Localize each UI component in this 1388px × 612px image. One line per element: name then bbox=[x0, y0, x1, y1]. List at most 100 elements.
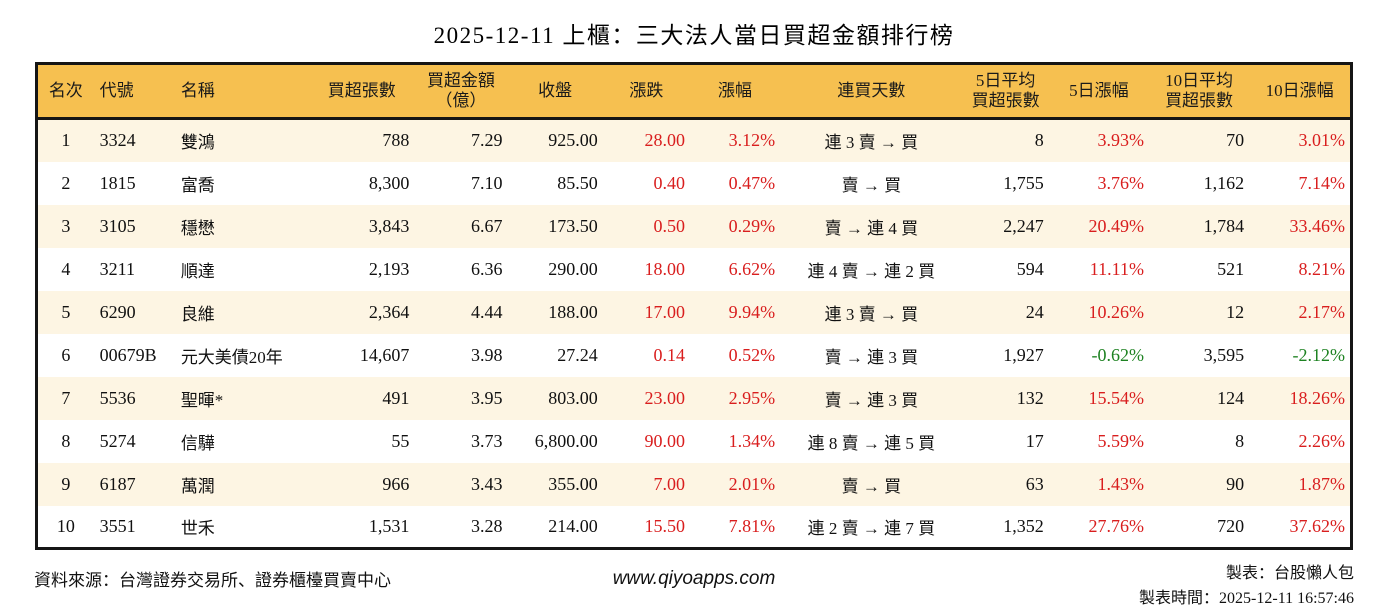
cell-shares: 788 bbox=[382, 130, 410, 151]
cell-pct10: 2.26% bbox=[1298, 430, 1346, 451]
table-row: 7 5536 聖暉* 491 3.95 803.00 23.00 2.95% 賣… bbox=[36, 376, 1352, 420]
cell-amount: 6.67 bbox=[471, 215, 503, 236]
footer-website: www.qiyoapps.com bbox=[612, 568, 776, 589]
footer-maker: 製表：台股懶人包 bbox=[1225, 565, 1354, 582]
header-name: 名稱 bbox=[176, 63, 310, 120]
cell-code: 3324 bbox=[99, 130, 136, 151]
table-row: 2 1815 富喬 8,300 7.10 85.50 0.40 0.47% 賣 … bbox=[36, 161, 1352, 205]
cell-close: 173.50 bbox=[548, 215, 598, 236]
cell-code: 3105 bbox=[99, 215, 136, 236]
cell-rank: 8 bbox=[61, 430, 71, 451]
cell-name: 世禾 bbox=[180, 518, 215, 538]
cell-rank: 9 bbox=[61, 473, 71, 494]
cell-amount: 3.95 bbox=[471, 387, 503, 408]
cell-change: 28.00 bbox=[644, 130, 685, 151]
page-title: 2025-12-11 上櫃：三大法人當日買超金額排行榜 bbox=[433, 23, 955, 48]
cell-pct5: 1.43% bbox=[1097, 473, 1144, 494]
cell-close: 6,800.00 bbox=[534, 430, 598, 451]
header-shares: 買超張數 bbox=[309, 63, 415, 120]
cell-close: 85.50 bbox=[557, 172, 598, 193]
cell-rank: 1 bbox=[61, 130, 71, 151]
cell-change: 0.14 bbox=[653, 344, 685, 365]
cell-avg5: 24 bbox=[1025, 301, 1044, 322]
cell-change-pct: 3.12% bbox=[728, 130, 776, 151]
cell-code: 3211 bbox=[99, 258, 135, 279]
cell-change: 15.50 bbox=[644, 515, 685, 536]
cell-close: 355.00 bbox=[548, 473, 598, 494]
cell-change-pct: 0.47% bbox=[728, 172, 776, 193]
cell-shares: 2,193 bbox=[368, 258, 410, 279]
cell-pct5: 3.76% bbox=[1097, 172, 1144, 193]
cell-name: 穩懋 bbox=[180, 218, 215, 238]
cell-pct10: 7.14% bbox=[1298, 172, 1346, 193]
table-body: 1 3324 雙鴻 788 7.29 925.00 28.00 3.12% 連 … bbox=[36, 118, 1352, 549]
table-row: 10 3551 世禾 1,531 3.28 214.00 15.50 7.81%… bbox=[36, 505, 1352, 549]
cell-pct10: 8.21% bbox=[1298, 258, 1346, 279]
cell-pct5: 10.26% bbox=[1088, 301, 1144, 322]
cell-pct10: -2.12% bbox=[1292, 344, 1346, 365]
cell-avg10: 720 bbox=[1217, 515, 1245, 536]
cell-amount: 3.98 bbox=[471, 344, 503, 365]
table-row: 9 6187 萬潤 966 3.43 355.00 7.00 2.01% 賣 →… bbox=[36, 462, 1352, 506]
cell-change-pct: 2.01% bbox=[728, 473, 776, 494]
cell-shares: 14,607 bbox=[359, 344, 410, 365]
cell-streak: 賣 → 連 4 買 bbox=[824, 218, 919, 238]
cell-name: 雙鴻 bbox=[180, 133, 215, 153]
cell-change-pct: 2.95% bbox=[728, 387, 776, 408]
header-streak: 連買天數 bbox=[780, 63, 963, 120]
cell-close: 214.00 bbox=[548, 515, 598, 536]
table-header-row: 名次 代號 名稱 買超張數 買超金額 （億） 收盤 漲跌 漲幅 連買天數 5日平… bbox=[36, 63, 1352, 120]
cell-change-pct: 1.34% bbox=[728, 430, 776, 451]
footer-time: 製表時間：2025-12-11 16:57:46 bbox=[1139, 590, 1354, 607]
cell-avg5: 2,247 bbox=[1003, 215, 1044, 236]
cell-name: 萬潤 bbox=[180, 476, 215, 496]
cell-code: 1815 bbox=[99, 172, 136, 193]
cell-rank: 4 bbox=[61, 258, 71, 279]
header-avg10: 10日平均 買超張數 bbox=[1148, 63, 1250, 120]
cell-change: 90.00 bbox=[644, 430, 685, 451]
cell-change-pct: 9.94% bbox=[728, 301, 776, 322]
cell-pct5: 3.93% bbox=[1097, 130, 1144, 151]
cell-shares: 3,843 bbox=[368, 215, 410, 236]
cell-rank: 10 bbox=[56, 515, 75, 536]
cell-amount: 4.44 bbox=[471, 301, 503, 322]
cell-name: 富喬 bbox=[180, 175, 215, 195]
header-pct5: 5日漲幅 bbox=[1048, 63, 1149, 120]
cell-streak: 連 3 賣 → 買 bbox=[824, 133, 919, 153]
ranking-table: 名次 代號 名稱 買超張數 買超金額 （億） 收盤 漲跌 漲幅 連買天數 5日平… bbox=[35, 62, 1353, 550]
cell-shares: 55 bbox=[391, 430, 410, 451]
cell-avg10: 90 bbox=[1226, 473, 1245, 494]
cell-change-pct: 0.29% bbox=[728, 215, 776, 236]
cell-avg10: 3,595 bbox=[1203, 344, 1245, 365]
cell-shares: 2,364 bbox=[368, 301, 410, 322]
cell-avg5: 132 bbox=[1016, 387, 1044, 408]
cell-amount: 7.10 bbox=[471, 172, 503, 193]
cell-avg5: 1,927 bbox=[1003, 344, 1044, 365]
table-row: 6 00679B 元大美債20年 14,607 3.98 27.24 0.14 … bbox=[36, 333, 1352, 377]
cell-change: 17.00 bbox=[644, 301, 685, 322]
cell-name: 順達 bbox=[180, 261, 215, 281]
cell-pct5: 11.11% bbox=[1089, 258, 1144, 279]
cell-rank: 5 bbox=[61, 301, 71, 322]
cell-change-pct: 6.62% bbox=[728, 258, 776, 279]
cell-change: 0.40 bbox=[653, 172, 685, 193]
cell-avg5: 63 bbox=[1025, 473, 1044, 494]
cell-change: 23.00 bbox=[644, 387, 685, 408]
cell-change-pct: 7.81% bbox=[728, 515, 776, 536]
cell-code: 6187 bbox=[99, 473, 136, 494]
cell-pct10: 3.01% bbox=[1298, 130, 1346, 151]
cell-shares: 491 bbox=[382, 387, 410, 408]
cell-close: 803.00 bbox=[548, 387, 598, 408]
cell-amount: 7.29 bbox=[471, 130, 503, 151]
cell-streak: 賣 → 買 bbox=[841, 175, 902, 195]
cell-code: 5274 bbox=[99, 430, 136, 451]
cell-shares: 1,531 bbox=[368, 515, 410, 536]
cell-avg5: 1,352 bbox=[1003, 515, 1044, 536]
header-rank: 名次 bbox=[36, 63, 94, 120]
cell-amount: 3.28 bbox=[471, 515, 503, 536]
cell-amount: 6.36 bbox=[471, 258, 503, 279]
cell-avg10: 1,784 bbox=[1203, 215, 1245, 236]
header-change: 漲跌 bbox=[602, 63, 690, 120]
header-code: 代號 bbox=[93, 63, 177, 120]
table-row: 4 3211 順達 2,193 6.36 290.00 18.00 6.62% … bbox=[36, 247, 1352, 291]
